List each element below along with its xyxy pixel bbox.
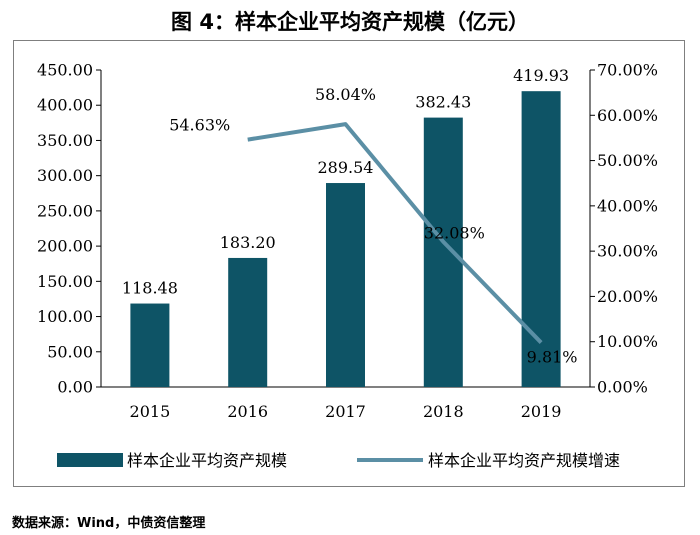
y-right-tick-label: 70.00% <box>597 61 658 80</box>
legend-label-line: 样本企业平均资产规模增速 <box>428 451 620 470</box>
x-tick-label: 2018 <box>423 402 464 421</box>
y-right-tick-label: 60.00% <box>597 106 658 125</box>
line-data-label: 54.63% <box>169 116 230 135</box>
y-right-tick-label: 50.00% <box>597 151 658 170</box>
bar-data-label: 382.43 <box>415 93 471 112</box>
growth-line <box>247 122 543 344</box>
y-left-tick-label: 450.00 <box>37 61 93 80</box>
source-note: 数据来源：Wind，中债资信整理 <box>12 516 206 531</box>
bar-data-label: 183.20 <box>220 233 276 252</box>
chart-frame <box>13 40 685 487</box>
bar-data-label: 118.48 <box>122 279 178 298</box>
y-left-tick-label: 400.00 <box>37 96 93 115</box>
y-right-tick-label: 20.00% <box>597 287 658 306</box>
legend-swatch-bar <box>57 453 123 467</box>
bar-data-label: 289.54 <box>318 158 374 177</box>
chart-title: 图 4：样本企业平均资产规模（亿元） <box>171 10 529 34</box>
x-tick-label: 2016 <box>227 402 268 421</box>
line-data-label: 58.04% <box>315 85 376 104</box>
y-left-tick-label: 250.00 <box>37 201 93 220</box>
y-right-tick-label: 10.00% <box>597 332 658 351</box>
y-left-tick-label: 0.00 <box>57 378 93 397</box>
y-left-tick-label: 350.00 <box>37 131 93 150</box>
bar <box>423 117 463 388</box>
bar <box>130 303 170 387</box>
line-data-label: 9.81% <box>527 348 578 367</box>
x-tick-label: 2019 <box>521 402 562 421</box>
x-tick-label: 2017 <box>325 402 366 421</box>
bar-data-label: 419.93 <box>513 66 569 85</box>
y-left-tick-label: 50.00 <box>47 342 93 361</box>
bar <box>326 183 365 387</box>
bar <box>521 91 561 387</box>
y-left-tick-label: 150.00 <box>37 272 93 291</box>
y-right-tick-label: 40.00% <box>597 196 658 215</box>
y-right-tick-label: 0.00% <box>597 378 648 397</box>
x-tick-label: 2015 <box>130 402 171 421</box>
line-data-label: 32.08% <box>424 224 485 243</box>
y-left-tick-label: 100.00 <box>37 307 93 326</box>
legend-label-bar: 样本企业平均资产规模 <box>127 451 287 470</box>
bar <box>228 257 268 387</box>
y-right-tick-label: 30.00% <box>597 242 658 261</box>
y-left-tick-label: 200.00 <box>37 237 93 256</box>
y-left-tick-label: 300.00 <box>37 166 93 185</box>
